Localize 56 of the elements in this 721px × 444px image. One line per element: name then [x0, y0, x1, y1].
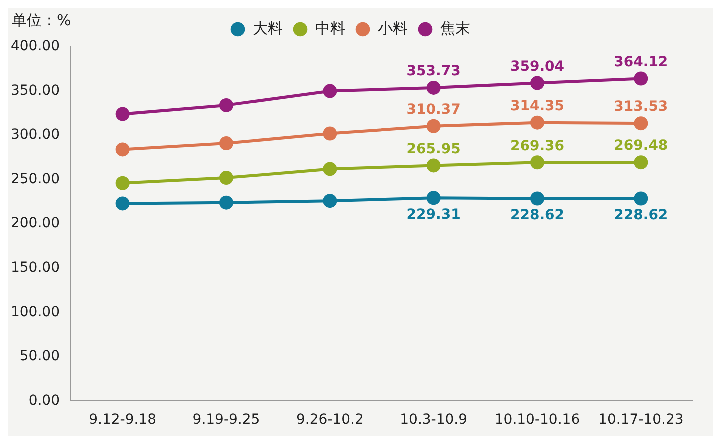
point	[116, 142, 130, 157]
y-tick-label: 150.00	[10, 260, 60, 276]
point	[426, 158, 441, 173]
point	[634, 156, 648, 170]
x-tick-label: 10.10-10.16	[494, 412, 580, 428]
data-label: 269.36	[510, 138, 565, 154]
legend-label: 中料	[316, 19, 346, 38]
data-label: 228.62	[614, 207, 668, 224]
data-label: 313.53	[614, 99, 668, 116]
point	[530, 116, 544, 130]
data-label: 265.95	[406, 141, 461, 158]
y-tick-label: 250.00	[10, 171, 60, 188]
data-label: 359.04	[510, 58, 565, 75]
y-axis-title: 单位：%	[12, 11, 72, 30]
x-tick-label: 9.19-9.25	[192, 412, 260, 428]
legend-label: 大料	[253, 19, 283, 38]
point	[116, 176, 130, 190]
y-tick-label: 350.00	[10, 82, 60, 99]
data-label: 364.12	[614, 54, 668, 70]
data-label: 229.31	[406, 206, 461, 223]
point	[219, 98, 234, 112]
point	[219, 136, 234, 151]
point	[530, 192, 544, 206]
y-tick-label: 0.00	[28, 392, 60, 409]
y-tick-label: 50.00	[20, 348, 60, 365]
x-tick-label: 10.3-10.9	[400, 412, 468, 428]
x-tick-label: 9.26-10.2	[296, 412, 364, 428]
point	[634, 116, 648, 131]
x-tick-label: 9.12-9.18	[89, 412, 157, 428]
data-label: 228.62	[510, 207, 565, 224]
data-label: 310.37	[406, 102, 461, 118]
data-label: 314.35	[510, 98, 565, 114]
y-tick-label: 300.00	[10, 127, 60, 144]
point	[530, 156, 544, 170]
point	[116, 107, 130, 122]
point	[634, 192, 648, 206]
point	[323, 162, 338, 176]
y-tick-label: 200.00	[10, 216, 60, 232]
legend-label: 焦末	[440, 19, 470, 38]
point	[219, 196, 234, 210]
point	[116, 196, 130, 211]
point	[219, 171, 234, 186]
point	[530, 76, 544, 90]
point	[426, 80, 441, 95]
data-label: 353.73	[406, 64, 461, 80]
point	[426, 119, 441, 134]
y-tick-label: 400.00	[10, 38, 60, 55]
legend-label: 小料	[378, 19, 408, 38]
y-tick-label: 100.00	[10, 304, 60, 320]
point	[426, 191, 441, 206]
point	[323, 126, 338, 141]
point	[323, 84, 338, 98]
x-tick-label: 10.17-10.23	[598, 412, 684, 428]
point	[634, 72, 648, 86]
data-label: 269.48	[614, 138, 668, 154]
point	[323, 194, 338, 208]
